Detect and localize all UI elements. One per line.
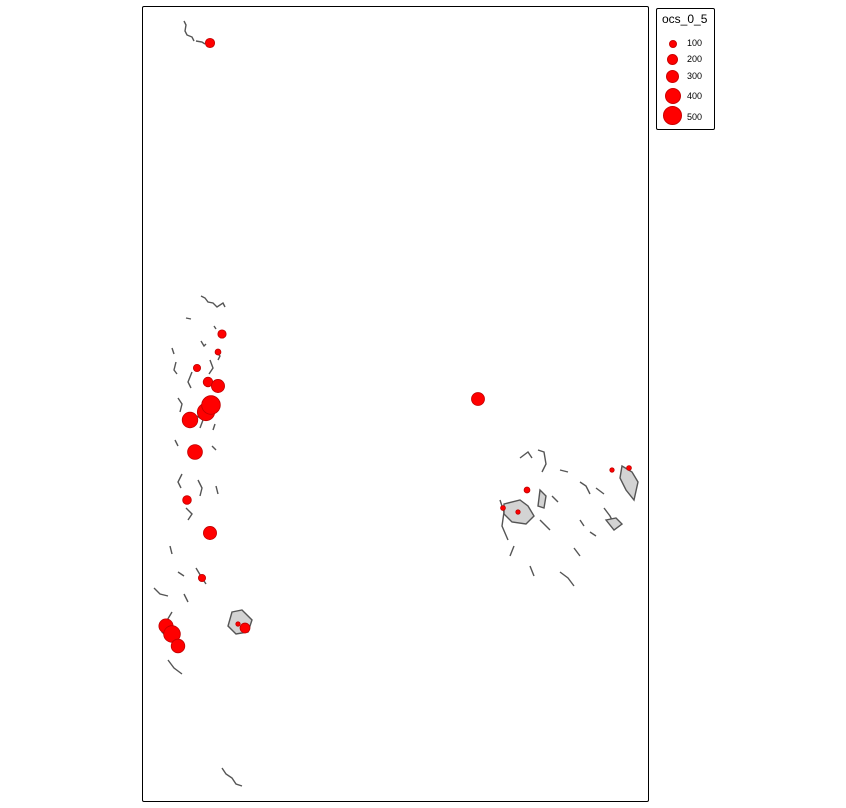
land-outline <box>213 325 217 330</box>
land-outline <box>197 479 203 497</box>
legend-item-100: 100 <box>657 37 714 55</box>
land-outline <box>183 593 189 603</box>
land-outline <box>185 507 193 521</box>
ocs-symbol <box>211 379 225 393</box>
land-outline <box>173 361 178 375</box>
land-outline <box>167 659 183 675</box>
ocs-symbol <box>235 621 241 627</box>
ocs-symbol <box>500 505 506 511</box>
land-outline <box>200 295 226 308</box>
ocs-symbol <box>239 622 251 634</box>
legend-item-300: 300 <box>657 68 714 86</box>
legend-symbol <box>665 88 681 104</box>
land-outlines <box>153 20 639 787</box>
land-outline <box>539 519 551 531</box>
legend-box: ocs_0_5 100 200 300 400 500 <box>656 8 715 130</box>
legend-symbol <box>663 106 682 125</box>
land-outline <box>537 449 547 473</box>
land-outline <box>559 469 569 473</box>
legend-label: 300 <box>687 71 703 81</box>
land-outline <box>559 571 575 587</box>
map-panel <box>142 6 649 802</box>
ocs-symbol <box>214 348 222 356</box>
land-outline <box>171 347 175 355</box>
land-outline <box>177 473 183 489</box>
land-outline <box>169 545 173 555</box>
land-outline <box>200 340 207 348</box>
proportional-symbols <box>158 37 632 654</box>
land-outline <box>529 565 535 577</box>
land-outline <box>573 547 581 557</box>
legend-item-500: 500 <box>657 106 714 126</box>
land-outline <box>551 495 559 503</box>
legend-item-400: 400 <box>657 88 714 106</box>
land-patch <box>604 517 624 531</box>
land-outline <box>595 487 605 495</box>
land-outline <box>579 519 585 527</box>
ocs-symbol <box>181 411 199 429</box>
land-outline <box>174 439 179 447</box>
legend-label: 200 <box>687 54 703 64</box>
land-outline <box>221 767 243 787</box>
ocs-symbol <box>471 392 485 406</box>
land-patch <box>537 488 547 509</box>
land-outline <box>153 587 169 597</box>
ocs-symbol <box>523 486 531 494</box>
ocs-symbol <box>182 495 192 505</box>
legend-symbol <box>669 40 677 48</box>
land-outline <box>208 359 214 375</box>
legend-label: 500 <box>687 112 703 122</box>
land-outline <box>579 481 591 495</box>
ocs-symbol <box>187 444 203 460</box>
ocs-symbol <box>192 363 202 373</box>
land-patch <box>619 464 639 502</box>
land-outline <box>589 531 597 537</box>
legend-label: 100 <box>687 38 703 48</box>
land-outline <box>195 40 206 45</box>
land-outline <box>212 423 216 431</box>
ocs-symbol <box>217 329 227 339</box>
land-outline <box>509 545 515 557</box>
ocs-symbol <box>170 638 186 654</box>
legend-title: ocs_0_5 <box>662 12 708 26</box>
ocs-symbol <box>609 467 615 473</box>
land-outline <box>187 371 193 389</box>
legend-label: 400 <box>687 91 703 101</box>
ocs-symbol <box>197 573 207 583</box>
land-outline <box>211 445 217 451</box>
ocs-symbol <box>203 526 217 540</box>
land-outline <box>177 397 183 413</box>
legend-item-200: 200 <box>657 52 714 70</box>
land-outline <box>177 571 185 577</box>
ocs-symbol <box>201 395 221 415</box>
land-outline <box>519 450 533 459</box>
ocs-symbol <box>626 465 632 471</box>
land-outline <box>185 317 192 320</box>
ocs-symbol <box>515 509 521 515</box>
legend-symbol <box>666 70 679 83</box>
land-outline <box>215 485 219 495</box>
land-outline <box>183 20 195 42</box>
legend-symbol <box>667 54 678 65</box>
ocs-symbol <box>204 37 216 49</box>
